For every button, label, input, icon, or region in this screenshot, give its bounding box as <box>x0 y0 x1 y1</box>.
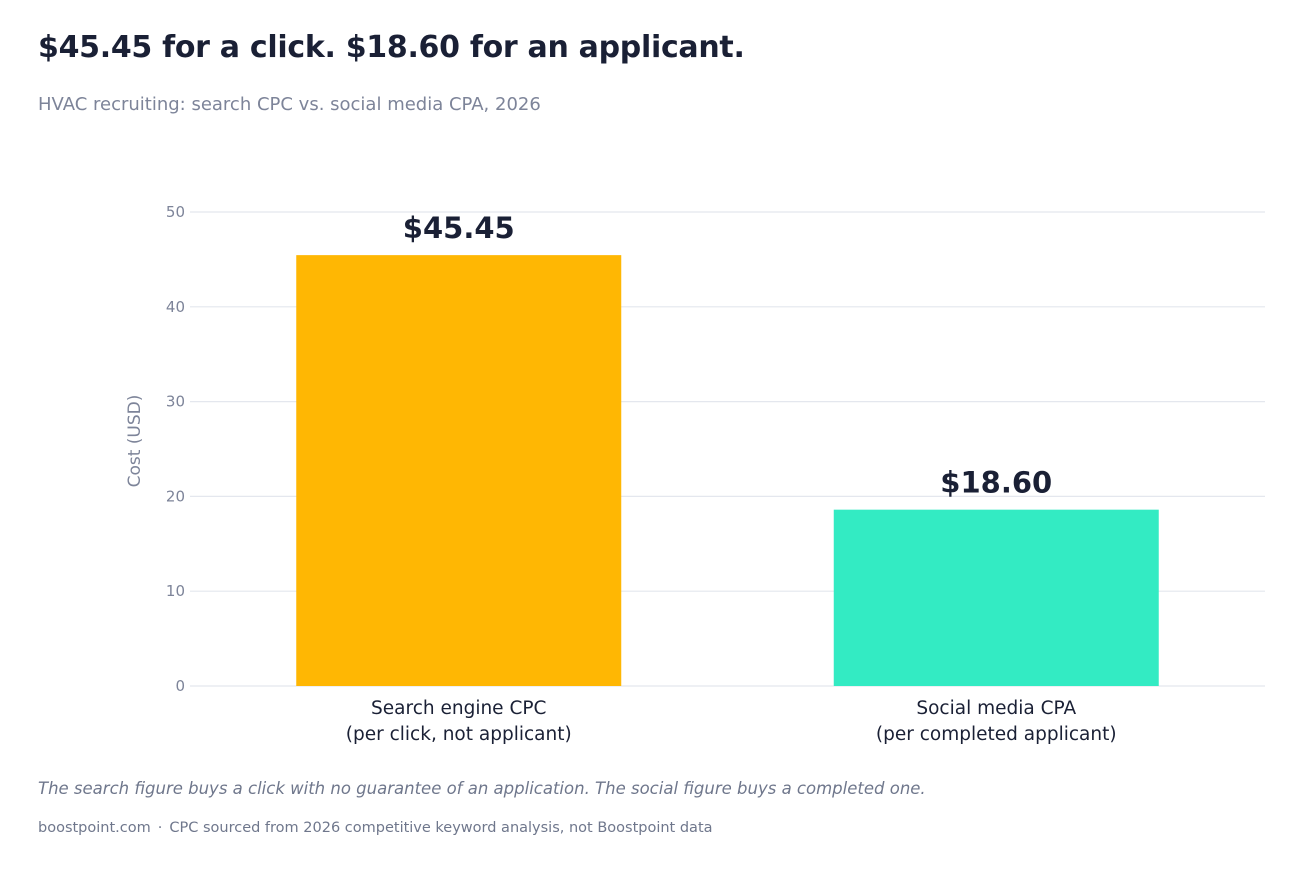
y-tick-label: 20 <box>166 487 185 505</box>
bar-value-label: $18.60 <box>940 466 1052 500</box>
x-tick-label: Social media CPA <box>916 698 1076 719</box>
chart-caption: The search figure buys a click with no g… <box>38 779 926 798</box>
footer-separator: · <box>157 820 163 836</box>
chart-subtitle: HVAC recruiting: search CPC vs. social m… <box>38 94 541 115</box>
y-tick-label: 50 <box>166 203 185 221</box>
value-labels: $45.45 $18.60 <box>403 211 1052 500</box>
y-tick-label: 0 <box>175 677 185 695</box>
x-tick-label: Search engine CPC <box>371 698 546 719</box>
chart-footer: boostpoint.com · CPC sourced from 2026 com… <box>38 820 713 836</box>
bar <box>296 255 622 686</box>
footer-note: CPC sourced from 2026 competitive keywor… <box>169 820 713 836</box>
y-tick-label: 40 <box>166 298 185 316</box>
bar-value-label: $45.45 <box>403 211 515 245</box>
y-axis-label: Cost (USD) <box>125 395 145 488</box>
chart-title: $45.45 for a click. $18.60 for an applic… <box>38 30 745 65</box>
bars <box>296 255 1159 686</box>
x-tick-label: (per completed applicant) <box>876 724 1117 745</box>
y-axis-ticks: 0 10 20 30 40 50 <box>166 203 185 695</box>
bar <box>833 509 1159 686</box>
x-axis-labels: Search engine CPC (per click, not applica… <box>346 698 1117 745</box>
x-tick-label: (per click, not applicant) <box>346 724 572 745</box>
y-tick-label: 10 <box>166 582 185 600</box>
footer-site: boostpoint.com <box>38 820 151 836</box>
y-tick-label: 30 <box>166 393 185 411</box>
bar-chart: 0 10 20 30 40 50 Cost (USD) $45.45 $18.60 Sear… <box>125 203 1265 745</box>
